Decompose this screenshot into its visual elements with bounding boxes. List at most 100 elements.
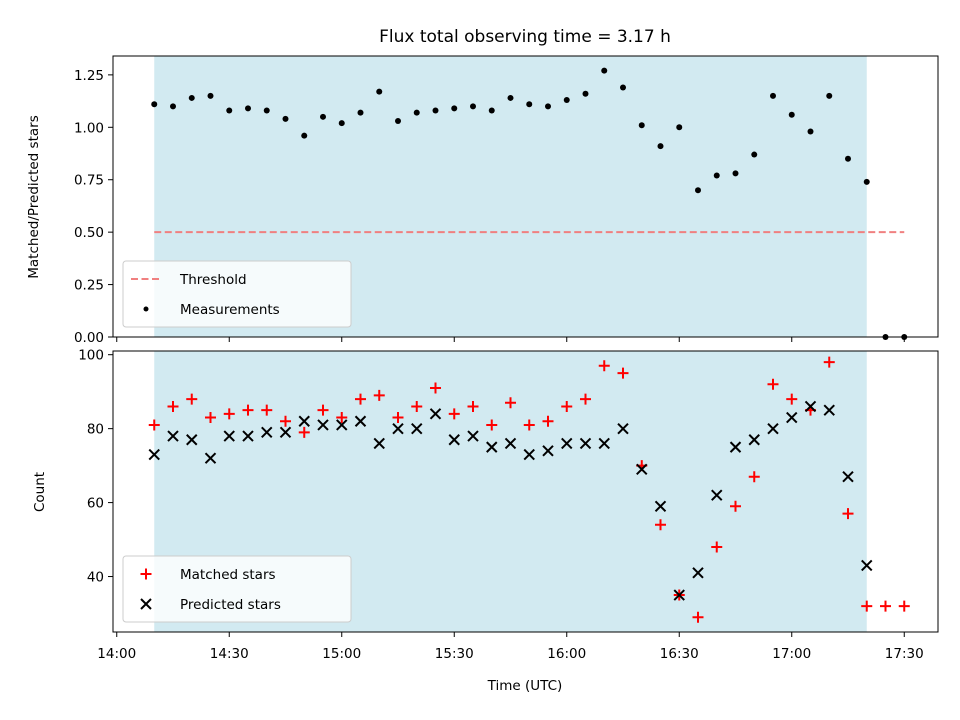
data-point	[692, 611, 704, 623]
data-point	[673, 589, 685, 601]
data-point	[620, 84, 626, 91]
data-point	[338, 120, 345, 127]
data-point	[470, 103, 476, 110]
legend-label: Threshold	[179, 272, 247, 288]
top-panel: 0.00 0.25 0.50 0.75 1.00 1.25 Threshold Measure…	[74, 55, 939, 346]
top-y-axis-label: Matched/Predicted stars	[26, 115, 42, 278]
data-point	[451, 105, 458, 112]
legend-swatch-dot	[143, 306, 149, 312]
legend-label: Matched stars	[180, 567, 276, 583]
data-point	[355, 393, 366, 405]
data-point	[448, 408, 460, 420]
data-point	[148, 448, 160, 461]
data-point	[151, 101, 158, 108]
data-point	[392, 422, 404, 435]
x-tick-label: 16:00	[547, 646, 586, 662]
data-point	[320, 113, 326, 120]
data-point	[486, 419, 498, 431]
data-point	[261, 426, 273, 439]
data-point	[261, 404, 273, 416]
data-point	[467, 400, 479, 412]
data-point	[223, 408, 235, 420]
data-point	[186, 393, 198, 405]
data-point	[617, 422, 629, 435]
legend-swatch-cross	[140, 598, 152, 610]
data-point	[188, 94, 195, 101]
data-point	[357, 109, 364, 116]
data-point	[823, 356, 835, 368]
data-point	[392, 412, 404, 424]
data-point	[354, 415, 367, 427]
data-point	[467, 430, 479, 442]
x-tick-label: 15:00	[322, 646, 361, 662]
plot-frame	[112, 55, 939, 338]
data-point	[226, 107, 233, 114]
data-point	[223, 430, 235, 442]
data-point	[751, 151, 758, 158]
data-point	[279, 426, 292, 439]
data-point	[804, 400, 817, 413]
data-point	[767, 422, 779, 435]
data-point	[898, 600, 910, 612]
data-point	[148, 419, 160, 431]
data-point	[298, 426, 310, 438]
data-point	[786, 393, 798, 405]
data-point	[545, 103, 551, 110]
data-point	[523, 448, 535, 461]
data-point	[205, 412, 216, 424]
data-point	[748, 434, 760, 446]
data-point	[657, 143, 664, 150]
data-point	[395, 118, 401, 125]
data-point	[654, 500, 667, 512]
data-point	[507, 94, 514, 101]
data-point	[336, 412, 348, 424]
data-point	[204, 452, 217, 464]
data-point	[542, 445, 554, 457]
y-tick-label: 80	[87, 422, 104, 438]
data-point	[245, 105, 251, 112]
data-point	[695, 187, 701, 194]
legend-box	[122, 555, 352, 623]
plot-frame	[112, 350, 939, 633]
data-point	[505, 397, 516, 409]
data-point	[711, 489, 723, 501]
data-point	[582, 90, 589, 97]
x-axis-label: Time (UTC)	[487, 678, 563, 694]
data-point	[636, 463, 648, 476]
legend-label: Measurements	[180, 302, 280, 318]
data-point	[242, 430, 254, 442]
data-point	[863, 178, 870, 185]
x-tick-label: 17:00	[772, 646, 811, 662]
legend: Threshold Measurements	[122, 260, 352, 328]
data-point	[486, 441, 498, 453]
y-tick-label: 1.25	[74, 68, 104, 84]
data-point	[413, 109, 420, 116]
series-matched-stars	[148, 356, 910, 623]
data-point	[317, 404, 329, 416]
data-point	[448, 434, 460, 446]
y-tick-label: 1.00	[74, 120, 104, 136]
data-point	[655, 519, 666, 531]
data-point	[580, 393, 591, 405]
data-point	[842, 471, 854, 483]
data-point	[263, 107, 270, 114]
data-point	[336, 419, 348, 431]
data-point	[788, 111, 795, 118]
data-point	[861, 559, 873, 572]
data-point	[730, 500, 741, 512]
series-predicted-stars	[148, 400, 873, 601]
data-point	[598, 360, 610, 372]
x-tick-label: 14:30	[210, 646, 249, 662]
data-point	[207, 92, 214, 99]
data-point	[826, 92, 833, 99]
data-point	[523, 419, 535, 431]
data-point	[786, 411, 798, 424]
data-point	[280, 415, 291, 427]
data-point	[638, 122, 645, 129]
data-point	[823, 404, 835, 416]
y-tick-label: 0.25	[74, 278, 104, 294]
data-point	[845, 155, 851, 162]
x-tick-label: 15:30	[435, 646, 474, 662]
y-tick-label: 0.75	[74, 173, 104, 189]
